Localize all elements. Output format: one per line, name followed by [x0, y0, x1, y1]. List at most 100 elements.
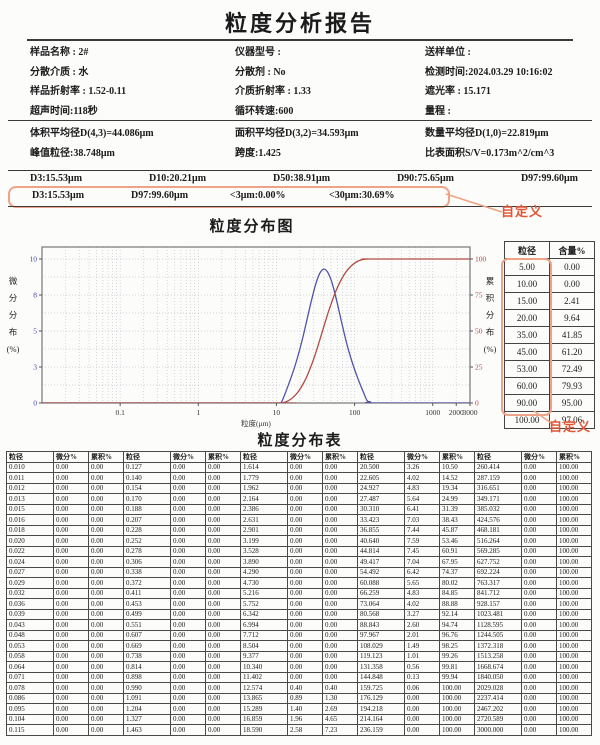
cum-cell: 100.00: [556, 650, 592, 662]
size-cell: 119.123: [357, 650, 405, 662]
divider: [8, 206, 592, 207]
table-row: 0.010 0.00 0.00 0.127 0.00 0.00 1.614 0.00 0.00 2…: [6, 461, 592, 473]
diff-cell: 0.00: [170, 629, 206, 641]
cum-cell: 100.00: [556, 703, 592, 715]
table-cell: 10.00: [504, 275, 550, 293]
table-cell: 9.64: [549, 309, 595, 327]
cum-cell: 80.02: [439, 577, 475, 589]
cum-cell: 0.00: [322, 577, 358, 589]
column-header: 粒径: [474, 451, 522, 463]
size-cell: 97.967: [357, 629, 405, 641]
info-field: 仪器型号 :: [235, 47, 281, 58]
cum-cell: 0.00: [88, 703, 124, 715]
table-cell: 95.00: [549, 394, 595, 412]
diff-cell: 0.00: [170, 692, 206, 704]
diff-cell: 0.00: [170, 661, 206, 673]
diff-cell: 2.58: [287, 724, 323, 736]
y-right-tick-label: 50: [475, 327, 483, 336]
percentile-value: D50:38.91μm: [272, 173, 331, 184]
cum-cell: 0.00: [88, 724, 124, 736]
page-title: 粒度分析报告: [224, 11, 375, 36]
size-cell: 214.164: [357, 713, 405, 725]
size-cell: 194.218: [357, 703, 405, 715]
cum-cell: 100.00: [556, 640, 592, 652]
diff-cell: 0.00: [170, 472, 206, 484]
cum-cell: 0.00: [322, 482, 358, 494]
size-cell: 0.015: [6, 503, 54, 515]
diff-cell: 0.00: [521, 608, 557, 620]
table-row: 0.104 0.00 0.00 1.327 0.00 0.00 16.859 1.96 4.65…: [6, 713, 592, 725]
diff-cell: 0.00: [521, 472, 557, 484]
x-tick-label: 2000: [449, 408, 464, 417]
diff-cell: 0.00: [53, 556, 89, 568]
size-cell: 0.043: [6, 619, 54, 631]
size-cell: 0.306: [123, 556, 171, 568]
cum-cell: 0.00: [322, 587, 358, 599]
diff-cell: 0.06: [404, 682, 440, 694]
size-cell: 0.228: [123, 524, 171, 536]
table-cell: 35.00: [504, 326, 550, 344]
cum-cell: 99.94: [439, 671, 475, 683]
cum-cell: 0.00: [322, 566, 358, 578]
y-right-axis-title: 积: [486, 293, 495, 303]
size-cell: 88.843: [357, 619, 405, 631]
cum-cell: 0.00: [88, 671, 124, 683]
table-row: 0.027 0.00 0.00 0.338 0.00 0.00 4.290 0.00 0.00 5…: [6, 566, 592, 578]
size-cell: 30.310: [357, 503, 405, 515]
size-cell: 15.289: [240, 703, 288, 715]
info-field: 量程 :: [425, 105, 451, 117]
diff-cell: 0.00: [170, 608, 206, 620]
cum-cell: 0.00: [322, 619, 358, 631]
size-cell: 287.159: [474, 472, 522, 484]
diff-cell: 0.00: [521, 650, 557, 662]
size-cell: 144.848: [357, 671, 405, 683]
cum-cell: 38.43: [439, 514, 475, 526]
diff-cell: 0.00: [53, 482, 89, 494]
side-annotation-label: 自定义: [549, 419, 592, 434]
size-cell: 49.417: [357, 556, 405, 568]
size-cell: 6.342: [240, 608, 288, 620]
diff-cell: 0.40: [287, 682, 323, 694]
cum-cell: 100.00: [556, 682, 592, 694]
size-cell: 0.024: [6, 556, 54, 568]
cum-cell: 74.37: [439, 566, 475, 578]
diff-cell: 0.56: [404, 661, 440, 673]
size-cell: 0.016: [6, 514, 54, 526]
table-row: 5.00 0.00: [504, 258, 595, 276]
table-row: 0.020 0.00 0.00 0.252 0.00 0.00 3.199 0.00 0.00 4…: [6, 535, 592, 547]
cum-cell: 2.69: [322, 703, 358, 715]
diff-cell: 0.00: [53, 598, 89, 610]
chart-svg: 0.1 1 10 100 1000 200030000358100255075100粒度(…: [7, 246, 497, 428]
table-row: 0.048 0.00 0.00 0.607 0.00 0.00 7.712 0.00 0.00 9…: [6, 629, 592, 641]
cum-cell: 24.99: [439, 493, 475, 505]
diff-cell: 1.40: [287, 703, 323, 715]
diff-cell: 6.41: [404, 503, 440, 515]
diff-cell: 0.00: [53, 535, 89, 547]
size-cell: 0.032: [6, 587, 54, 599]
cum-cell: 53.46: [439, 535, 475, 547]
cum-cell: 100.00: [556, 608, 592, 620]
size-cell: 0.020: [6, 535, 54, 547]
cum-cell: 100.00: [556, 524, 592, 536]
cum-cell: 0.00: [88, 587, 124, 599]
table-row: 0.043 0.00 0.00 0.551 0.00 0.00 6.994 0.00 0.00 8…: [6, 619, 592, 631]
diff-cell: 0.00: [53, 472, 89, 484]
diff-cell: 0.00: [404, 724, 440, 736]
percentile-value: D10:20.21μm: [148, 173, 207, 184]
diff-cell: 0.00: [53, 713, 89, 725]
cum-cell: 0.00: [322, 556, 358, 568]
table-row: 0.029 0.00 0.00 0.372 0.00 0.00 4.730 0.00 0.00 6…: [6, 577, 592, 589]
cum-cell: 0.00: [322, 503, 358, 515]
size-cell: 0.453: [123, 598, 171, 610]
size-cell: 1513.258: [474, 650, 522, 662]
cum-cell: 31.39: [439, 503, 475, 515]
cum-cell: 100.00: [556, 587, 592, 599]
size-cell: 0.372: [123, 577, 171, 589]
cum-cell: 100.00: [439, 703, 475, 715]
cum-cell: 100.00: [556, 472, 592, 484]
differential-curve: [42, 268, 470, 403]
table-cell: 79.93: [549, 377, 595, 395]
chart-title: 粒度分布图: [209, 219, 295, 235]
diff-cell: 0.00: [287, 650, 323, 662]
table-cell: 5.00: [504, 258, 550, 276]
